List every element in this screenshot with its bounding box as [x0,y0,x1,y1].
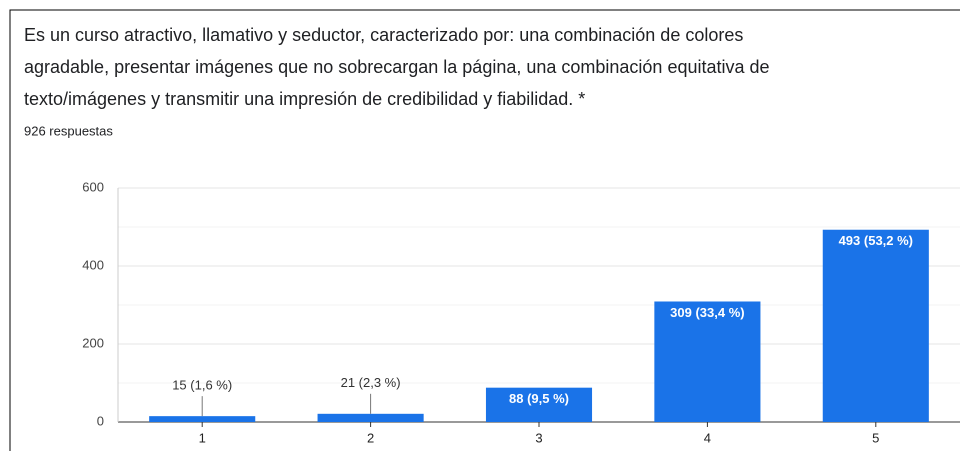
value-label: 21 (2,3 %) [341,375,401,390]
x-tick-label: 2 [367,430,374,445]
x-tick-label: 4 [704,430,711,445]
title-line: texto/imágenes y transmitir una impresió… [24,89,585,109]
x-tick-label: 3 [535,430,542,445]
bar [654,301,761,422]
bar [822,229,929,422]
bar [317,413,424,422]
subtitle: 926 respuestas [24,123,113,138]
value-label: 493 (53,2 %) [839,233,913,248]
bar [485,387,593,422]
title-line: agradable, presentar imágenes que no sob… [24,57,770,77]
title-line: Es un curso atractivo, llamativo y seduc… [24,25,743,45]
x-tick-label: 1 [199,430,206,445]
y-tick-label: 0 [97,413,104,428]
frame [9,9,960,451]
bar [149,416,256,422]
y-tick-label: 400 [82,257,104,272]
y-tick-label: 600 [82,179,104,194]
y-tick-label: 200 [82,335,104,350]
value-label: 15 (1,6 %) [172,378,232,393]
value-label: 309 (33,4 %) [670,305,744,320]
x-tick-label: 5 [872,430,879,445]
value-label: 88 (9,5 %) [509,391,569,406]
